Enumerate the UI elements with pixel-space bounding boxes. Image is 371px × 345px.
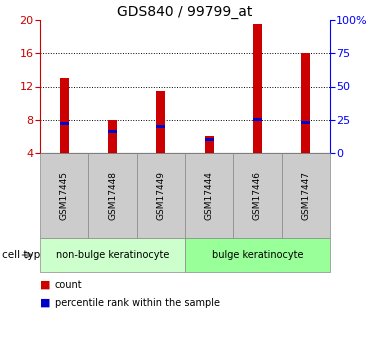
Bar	[60, 78, 69, 153]
Text: percentile rank within the sample: percentile rank within the sample	[55, 298, 220, 308]
Bar	[302, 121, 310, 124]
Bar	[60, 122, 69, 125]
Bar	[108, 130, 117, 133]
Bar	[157, 125, 165, 128]
Bar	[253, 24, 262, 153]
Text: GSM17445: GSM17445	[60, 171, 69, 220]
Bar	[108, 120, 117, 153]
Bar	[302, 53, 310, 153]
Text: cell type: cell type	[2, 250, 46, 260]
Text: count: count	[55, 280, 82, 290]
Text: GSM17448: GSM17448	[108, 171, 117, 220]
Text: non-bulge keratinocyte: non-bulge keratinocyte	[56, 250, 169, 260]
Text: bulge keratinocyte: bulge keratinocyte	[212, 250, 303, 260]
Text: ■: ■	[40, 298, 50, 308]
Bar	[205, 138, 214, 141]
Bar	[253, 118, 262, 121]
Text: GSM17447: GSM17447	[301, 171, 310, 220]
Text: GSM17444: GSM17444	[205, 171, 214, 220]
Text: GSM17449: GSM17449	[156, 171, 165, 220]
Text: ■: ■	[40, 280, 50, 290]
Text: GSM17446: GSM17446	[253, 171, 262, 220]
Title: GDS840 / 99799_at: GDS840 / 99799_at	[117, 5, 253, 19]
Bar	[157, 91, 165, 153]
Bar	[205, 136, 214, 153]
